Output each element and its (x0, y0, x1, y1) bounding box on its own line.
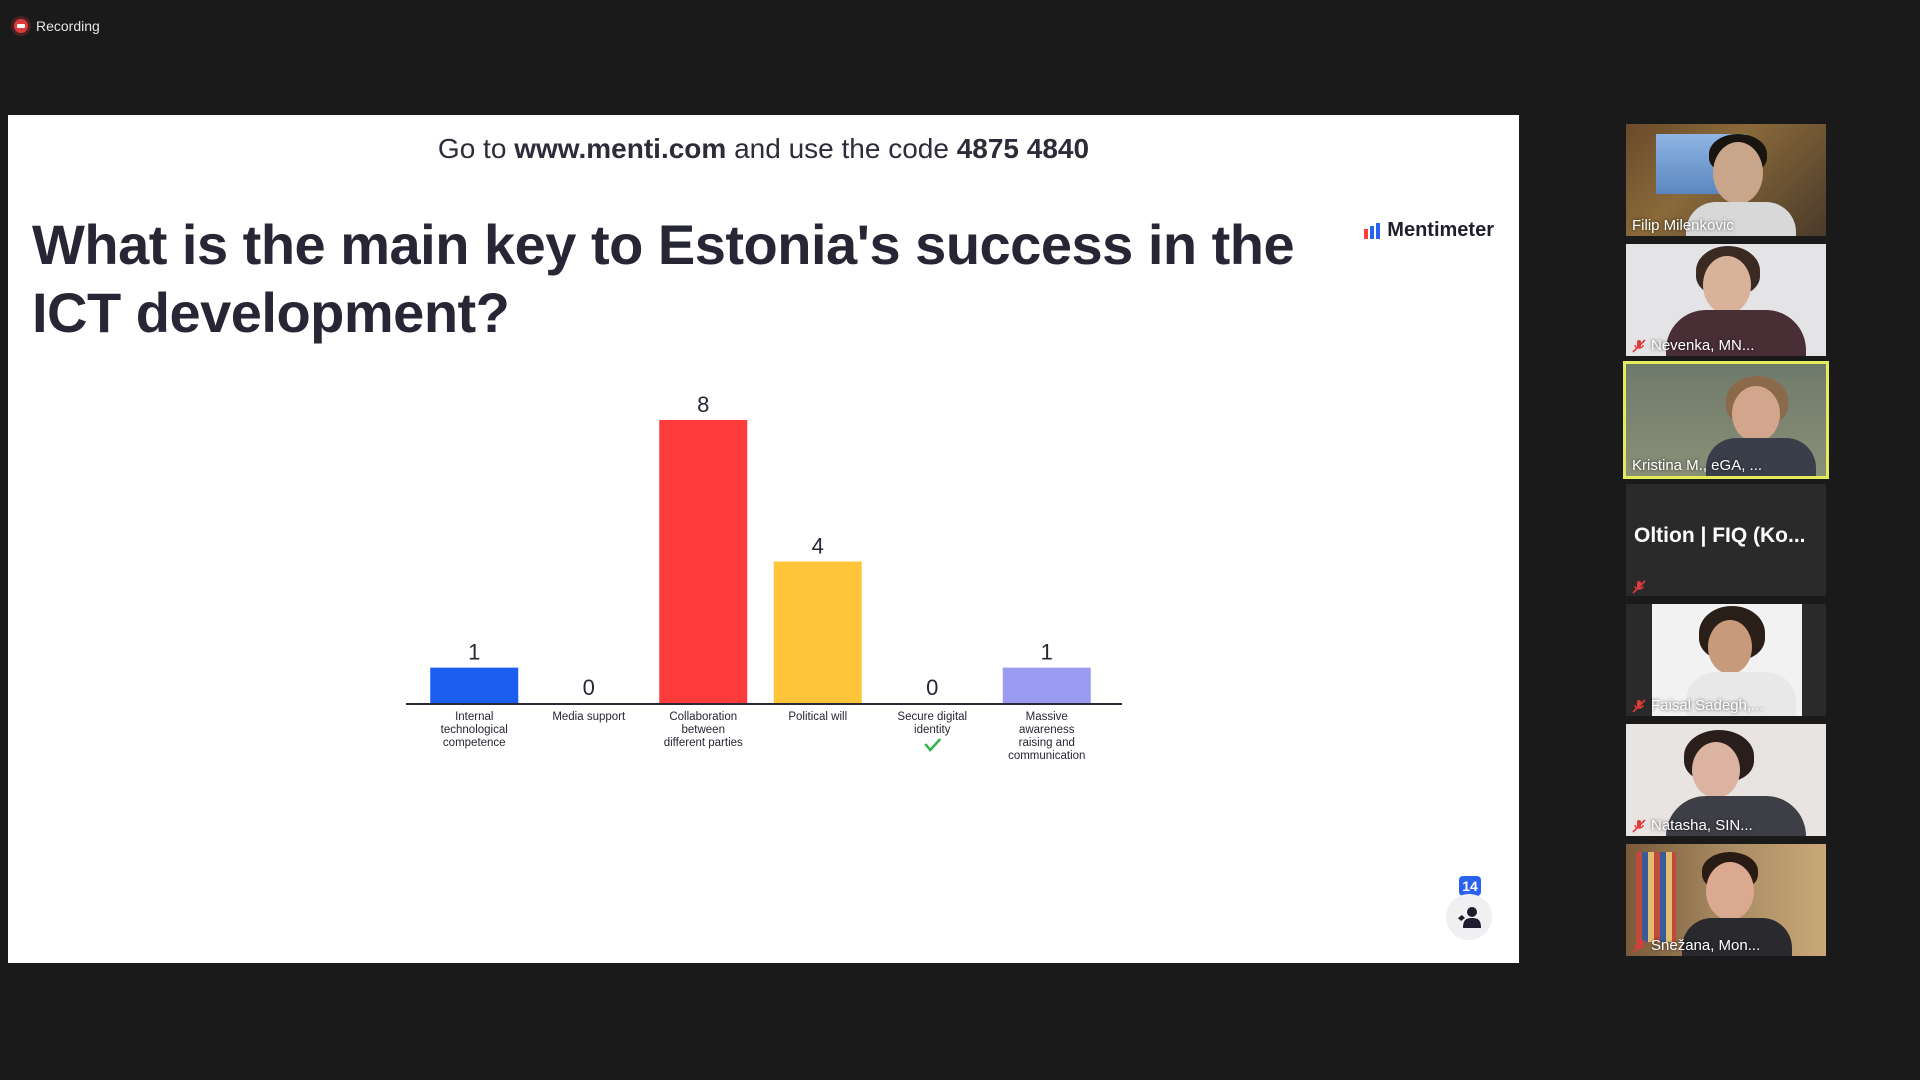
shirt (1686, 202, 1796, 236)
participant-tile[interactable]: Filip Milenkovic (1626, 124, 1826, 236)
category-label-2: different parties (664, 737, 743, 749)
muted-mic-icon (1632, 818, 1646, 833)
value-label-1: 0 (583, 675, 595, 700)
bar-5 (1002, 667, 1091, 703)
category-label-5: awareness (1019, 724, 1075, 736)
participant-face (1713, 142, 1763, 204)
recording-indicator[interactable]: Recording (14, 16, 100, 36)
muted-mic-icon (1632, 580, 1646, 594)
participant-name: Faisal Sadegh,... (1632, 697, 1764, 714)
category-label-0: technological (441, 724, 508, 736)
shirt (1706, 438, 1816, 476)
value-label-0: 1 (468, 640, 480, 665)
bookshelf (1636, 852, 1676, 942)
participant-tile-active-speaker[interactable]: Kristina M., eGA, ... (1623, 361, 1829, 479)
participant-name: Filip Milenkovic (1632, 217, 1734, 234)
recording-icon (14, 19, 28, 33)
mentimeter-logo-icon (1364, 222, 1381, 239)
shirt (1666, 310, 1806, 356)
shirt (1666, 796, 1806, 836)
participant-face (1708, 620, 1752, 674)
banner-prefix: Go to (437, 133, 507, 164)
category-label-2: Collaboration (669, 711, 737, 723)
participant-name: Snežana, Mon... (1632, 937, 1760, 954)
category-label-0: Internal (455, 711, 493, 723)
muted-mic-icon (1632, 938, 1646, 953)
participant-tile[interactable]: Natasha, SIN... (1626, 724, 1826, 836)
brand-name: Mentimeter (1387, 219, 1494, 241)
shirt (1682, 918, 1792, 956)
category-label-3: Political will (788, 711, 847, 723)
bar-2 (659, 420, 748, 703)
participant-tile-no-video[interactable]: Oltion | FIQ (Ko... (1626, 484, 1826, 596)
category-label-5: Massive (1026, 711, 1068, 723)
response-count-badge: 14 (1459, 876, 1481, 896)
category-label-4: identity (914, 724, 951, 736)
category-label-1: Media support (552, 711, 626, 723)
participant-name: Natasha, SIN... (1632, 817, 1753, 834)
value-label-3: 4 (812, 534, 824, 559)
participant-face (1692, 742, 1740, 798)
participant-face (1706, 862, 1754, 920)
category-label-4: Secure digital (897, 711, 967, 723)
participant-face (1703, 256, 1751, 314)
recording-label: Recording (36, 18, 100, 34)
banner-middle: and use the code (734, 133, 949, 164)
participant-tile[interactable]: Snežana, Mon... (1626, 844, 1826, 956)
muted-mic-icon (1632, 698, 1646, 713)
value-label-2: 8 (697, 392, 709, 417)
person-icon (1458, 907, 1481, 928)
bar-0 (430, 667, 519, 703)
banner-url: www.menti.com (514, 133, 727, 164)
mentimeter-logo: Mentimeter (1364, 219, 1494, 242)
participants-circle (1446, 894, 1492, 940)
category-label-2: between (682, 724, 725, 736)
category-label-0: competence (443, 737, 506, 749)
shared-screen: Go to www.menti.com and use the code 487… (8, 115, 1519, 963)
join-banner: Go to www.menti.com and use the code 487… (8, 133, 1519, 165)
category-label-5: communication (1008, 750, 1085, 762)
participant-name: Kristina M., eGA, ... (1632, 457, 1763, 474)
participant-tile[interactable]: Faisal Sadegh,... (1626, 604, 1826, 716)
participant-name-large: Oltion | FIQ (Ko... (1634, 524, 1806, 547)
participant-tile[interactable]: Nevenka, MN... (1626, 244, 1826, 356)
participant-name: Nevenka, MN... (1632, 337, 1754, 354)
bar-3 (773, 561, 862, 703)
shirt (1686, 672, 1796, 716)
value-label-4: 0 (926, 675, 938, 700)
question-title: What is the main key to Estonia's succes… (32, 213, 1295, 344)
category-label-5: raising and (1019, 737, 1075, 749)
participant-mute-status (1632, 580, 1646, 594)
correct-check-icon (924, 738, 942, 752)
muted-mic-icon (1632, 338, 1646, 353)
value-label-5: 1 (1041, 640, 1053, 665)
banner-code: 4875 4840 (956, 133, 1090, 164)
response-counter[interactable]: 14 (1445, 876, 1495, 940)
participant-face (1732, 386, 1780, 442)
